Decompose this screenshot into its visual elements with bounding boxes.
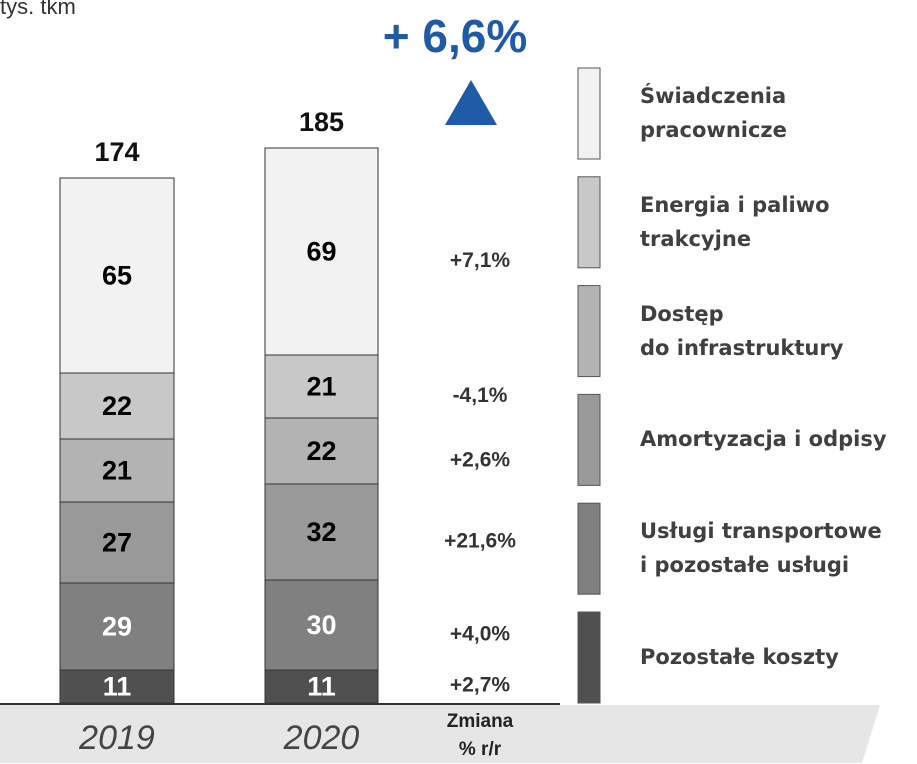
up-arrow — [445, 80, 497, 125]
legend-label: Usługi transportowe i pozostałe usługi — [640, 519, 882, 578]
legend-label: Dostęp do infrastruktury — [640, 301, 844, 360]
value-label: 69 — [306, 237, 336, 267]
change-label: +2,7% — [450, 674, 510, 697]
total-label: 185 — [299, 107, 344, 137]
change-label: +2,6% — [450, 449, 510, 472]
bar-segment — [59, 438, 175, 503]
change-label: +4,0% — [450, 623, 510, 646]
x-tick-label: 2019 — [78, 719, 155, 757]
bar-segment — [59, 669, 175, 704]
bar-segment — [59, 372, 175, 440]
legend-swatch — [577, 285, 601, 378]
bar-segment — [264, 483, 379, 581]
headline: + 6,6% — [383, 10, 528, 62]
value-label: 11 — [307, 672, 336, 702]
value-label: 65 — [102, 261, 132, 291]
value-label: 22 — [306, 436, 336, 466]
legend-label: Świadczenia pracownicze — [640, 84, 787, 142]
total-label: 174 — [94, 137, 139, 167]
legend-label: Pozostałe koszty — [640, 645, 839, 669]
value-label: 32 — [306, 517, 336, 547]
bar-segment — [264, 669, 379, 704]
value-label: 11 — [103, 672, 132, 702]
legend-swatch — [577, 502, 601, 595]
legend-label: Amortyzacja i odpisy — [640, 427, 887, 452]
value-label: 22 — [102, 391, 132, 421]
legend-swatch — [577, 611, 601, 704]
value-label: 29 — [102, 612, 132, 642]
change-label: -4,1% — [453, 384, 508, 407]
bar-segment — [59, 501, 175, 584]
floor-band — [0, 705, 880, 763]
legend-swatch — [577, 67, 601, 160]
value-label: 21 — [102, 456, 132, 486]
legend-swatch — [577, 393, 601, 486]
change-axis-label: Zmiana % r/r — [446, 711, 514, 760]
bar-segment — [264, 147, 379, 356]
change-label: +7,1% — [450, 249, 510, 272]
bar-segment — [59, 582, 175, 671]
legend-swatch — [577, 176, 601, 269]
bar-segment — [264, 579, 379, 671]
legend-label: Energia i paliwo trakcyjne — [640, 192, 830, 251]
value-label: 30 — [306, 610, 336, 640]
value-label: 21 — [306, 372, 336, 402]
bar-segment — [59, 177, 175, 374]
change-label: +21,6% — [444, 530, 516, 553]
x-tick-label: 2020 — [283, 719, 360, 757]
unit-label: tys. tkm — [0, 0, 76, 19]
value-label: 27 — [102, 528, 132, 558]
bar-segment — [264, 354, 379, 419]
